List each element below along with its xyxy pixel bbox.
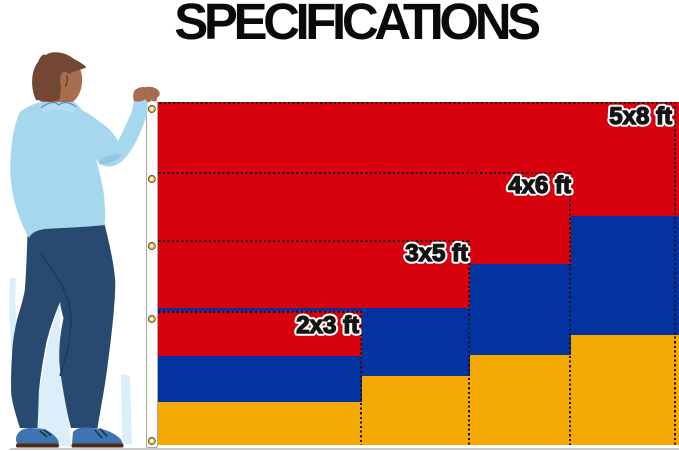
svg-text:5x8 ft: 5x8 ft bbox=[609, 103, 672, 130]
svg-text:4x6 ft: 4x6 ft bbox=[508, 172, 571, 199]
svg-text:2x3 ft: 2x3 ft bbox=[296, 312, 359, 339]
svg-text:3x5 ft: 3x5 ft bbox=[405, 240, 468, 267]
svg-text:4x6 ft: 4x6 ft bbox=[508, 172, 571, 199]
svg-text:5x8 ft: 5x8 ft bbox=[609, 103, 672, 130]
svg-text:2x3 ft: 2x3 ft bbox=[296, 312, 359, 339]
svg-text:3x5 ft: 3x5 ft bbox=[405, 240, 468, 267]
